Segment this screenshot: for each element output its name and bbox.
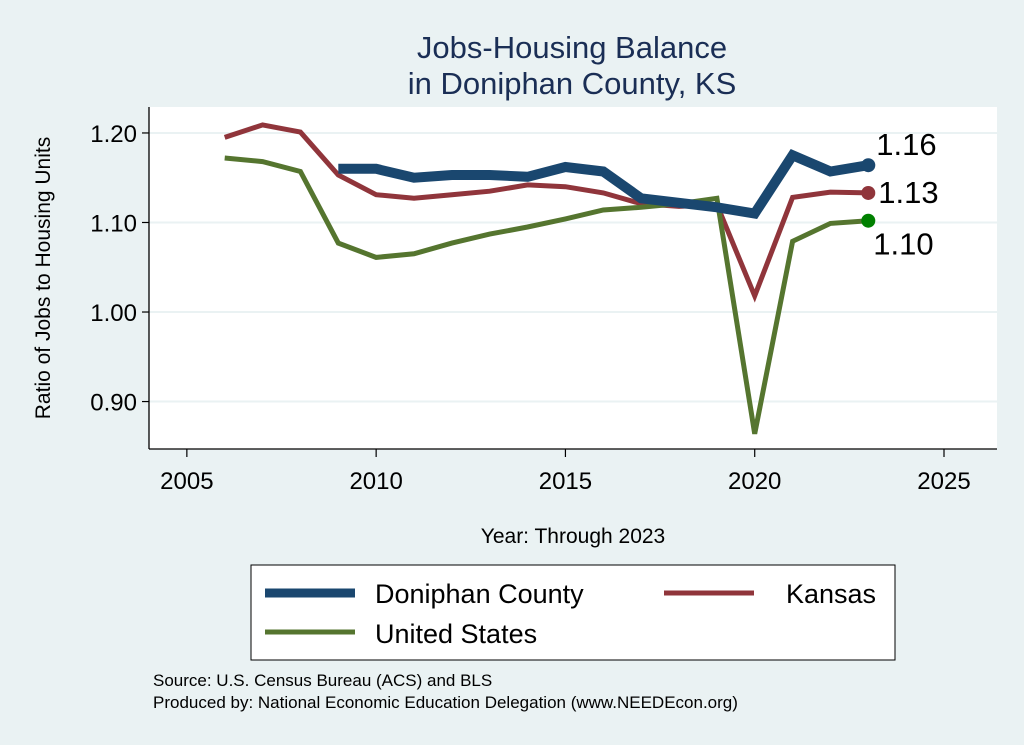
series-line-kansas	[223, 122, 869, 303]
legend-label-kansas: Kansas	[786, 579, 876, 609]
end-marker	[861, 158, 876, 173]
legend-box	[250, 564, 896, 661]
legend-label-doniphan: Doniphan County	[375, 579, 584, 609]
gridlines	[149, 131, 997, 403]
end-labels: 1.16 1.13 1.10	[861, 127, 939, 262]
y-axis-label: Ratio of Jobs to Housing Units	[32, 137, 55, 419]
legend: Doniphan County Kansas United States	[250, 564, 896, 661]
chart-title-line1: Jobs-Housing Balance	[417, 30, 727, 65]
source-note: Source: U.S. Census Bureau (ACS) and BLS	[153, 671, 492, 690]
x-tick-label: 2005	[160, 468, 213, 495]
y-tick-label: 1.10	[90, 210, 137, 237]
x-axis-label: Year: Through 2023	[481, 525, 666, 548]
x-tick-label: 2025	[917, 468, 970, 495]
y-ticks: 0.90 1.00 1.10 1.20	[90, 121, 149, 417]
legend-label-us: United States	[375, 619, 537, 649]
y-tick-label: 1.00	[90, 300, 137, 327]
x-tick-label: 2015	[539, 468, 592, 495]
x-tick-label: 2020	[728, 468, 781, 495]
plot-area	[149, 107, 997, 449]
y-tick-label: 1.20	[90, 121, 137, 148]
chart-title-line2: in Doniphan County, KS	[408, 66, 737, 101]
x-ticks: 2005 2010 2015 2020 2025	[160, 449, 971, 495]
end-value-label: 1.13	[878, 175, 938, 210]
y-tick-label: 0.90	[90, 390, 137, 417]
x-tick-label: 2010	[349, 468, 402, 495]
end-marker	[861, 185, 876, 200]
series-line-doniphan-county	[338, 149, 870, 219]
end-value-label: 1.10	[873, 227, 933, 262]
end-marker	[861, 213, 876, 228]
series-layer	[223, 122, 870, 435]
producer-note: Produced by: National Economic Education…	[153, 693, 738, 712]
series-line-united-states	[224, 155, 869, 435]
end-value-label: 1.16	[876, 127, 936, 162]
